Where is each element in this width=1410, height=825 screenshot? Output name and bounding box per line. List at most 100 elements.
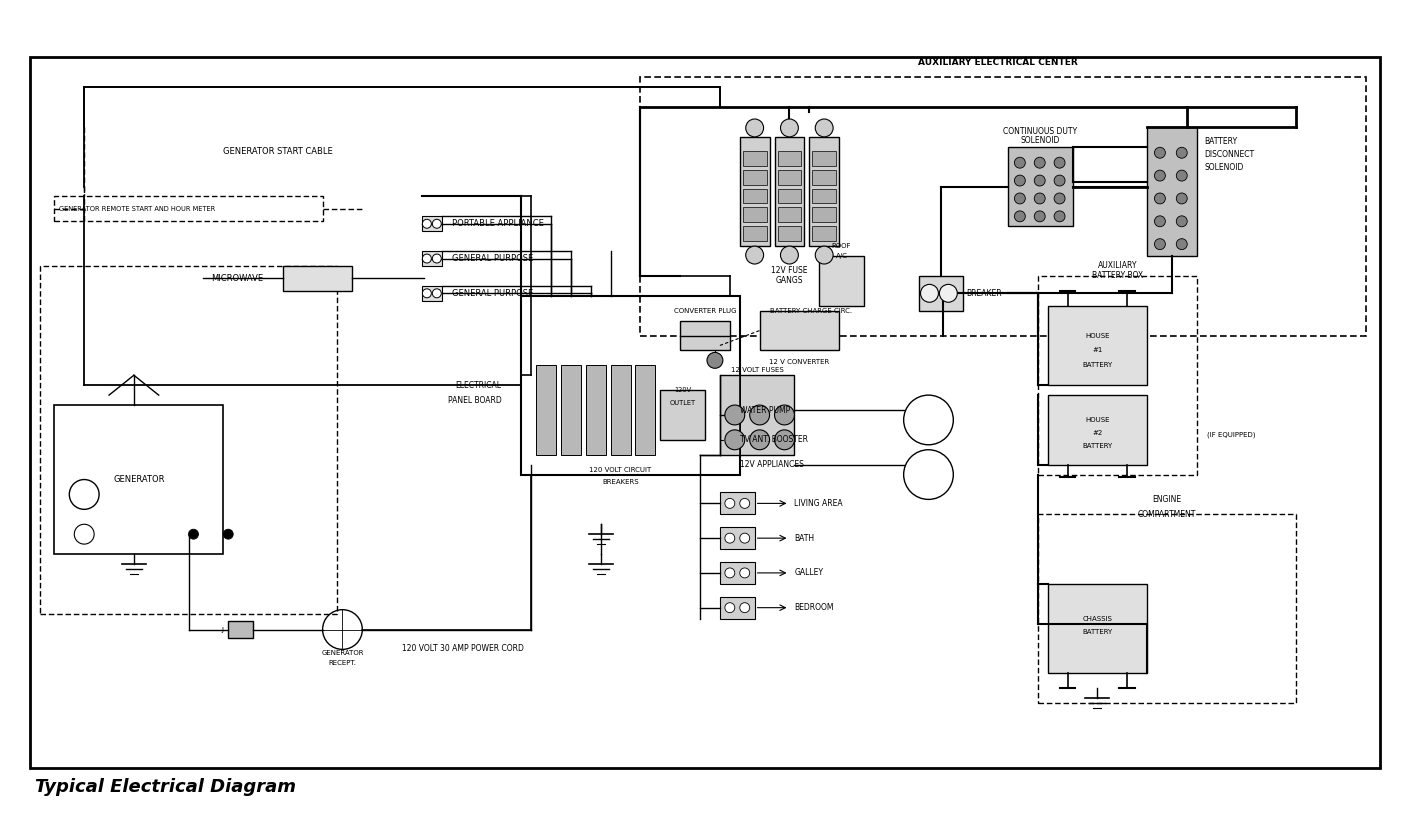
Circle shape: [1014, 211, 1025, 222]
Circle shape: [740, 533, 750, 543]
Text: BATTERY: BATTERY: [1083, 443, 1112, 449]
Circle shape: [725, 603, 735, 613]
Circle shape: [774, 405, 794, 425]
Circle shape: [1176, 216, 1187, 227]
Text: #1: #1: [1093, 347, 1103, 353]
Circle shape: [1155, 216, 1166, 227]
Circle shape: [815, 119, 833, 137]
Bar: [777, 170, 801, 185]
Text: CONTINUOUS DUTY: CONTINUOUS DUTY: [1003, 127, 1077, 136]
Circle shape: [189, 529, 199, 540]
Text: GANGS: GANGS: [776, 276, 804, 285]
Circle shape: [939, 285, 957, 302]
Circle shape: [1155, 170, 1166, 181]
Text: CONVERTER PLUG: CONVERTER PLUG: [674, 308, 736, 314]
Text: A/C: A/C: [836, 253, 847, 259]
Bar: [743, 226, 767, 241]
Bar: [812, 207, 836, 222]
Text: ENGINE: ENGINE: [1152, 495, 1182, 504]
Text: HOUSE: HOUSE: [1086, 332, 1110, 338]
Text: 120 VOLT CIRCUIT: 120 VOLT CIRCUIT: [589, 467, 651, 473]
Text: BATTERY: BATTERY: [1083, 362, 1112, 368]
Bar: [743, 170, 767, 185]
Bar: [809, 137, 839, 246]
Bar: [743, 189, 767, 204]
Bar: [721, 596, 754, 619]
Circle shape: [725, 533, 735, 543]
Circle shape: [750, 430, 770, 450]
Circle shape: [746, 246, 764, 264]
Bar: [1008, 147, 1073, 226]
Circle shape: [423, 219, 431, 229]
Circle shape: [1035, 158, 1045, 168]
Bar: [812, 151, 836, 166]
Text: GALLEY: GALLEY: [794, 568, 823, 578]
Bar: [611, 365, 630, 455]
Text: HOUSE: HOUSE: [1086, 417, 1110, 423]
Text: GENERATOR: GENERATOR: [113, 475, 165, 484]
Bar: [743, 207, 767, 222]
Text: PANEL BOARD: PANEL BOARD: [447, 395, 502, 404]
Text: GENERATOR REMOTE START AND HOUR METER: GENERATOR REMOTE START AND HOUR METER: [59, 206, 216, 212]
Bar: [522, 296, 740, 474]
Circle shape: [1014, 175, 1025, 186]
Text: BATH: BATH: [794, 534, 815, 543]
Text: COMPARTMENT: COMPARTMENT: [1138, 510, 1196, 519]
Text: J: J: [221, 626, 223, 633]
Circle shape: [1055, 211, 1065, 222]
Circle shape: [1035, 193, 1045, 204]
Text: ROOF: ROOF: [832, 243, 852, 249]
Text: ELECTRICAL: ELECTRICAL: [455, 380, 502, 389]
Circle shape: [1055, 193, 1065, 204]
Circle shape: [433, 289, 441, 298]
Circle shape: [781, 246, 798, 264]
Bar: [774, 137, 804, 246]
Text: 12V APPLIANCES: 12V APPLIANCES: [740, 460, 804, 469]
Bar: [1048, 395, 1146, 464]
Bar: [536, 365, 556, 455]
Bar: [561, 365, 581, 455]
Bar: [228, 620, 252, 639]
Bar: [422, 216, 441, 231]
Text: TV ANT. BOOSTER: TV ANT. BOOSTER: [740, 436, 808, 445]
Circle shape: [725, 498, 735, 508]
Circle shape: [725, 405, 744, 425]
Text: DISCONNECT: DISCONNECT: [1204, 150, 1255, 159]
Text: AUXILIARY ELECTRICAL CENTER: AUXILIARY ELECTRICAL CENTER: [918, 58, 1077, 67]
Bar: [918, 276, 963, 311]
Bar: [777, 207, 801, 222]
Circle shape: [1176, 238, 1187, 250]
Bar: [760, 311, 839, 351]
Circle shape: [223, 529, 233, 540]
Text: SOLENOID: SOLENOID: [1204, 163, 1244, 172]
Circle shape: [921, 285, 939, 302]
Circle shape: [433, 219, 441, 229]
Bar: [812, 189, 836, 204]
Bar: [812, 170, 836, 185]
Text: BATTERY: BATTERY: [1204, 137, 1238, 146]
Text: BATTERY BOX: BATTERY BOX: [1091, 271, 1142, 280]
Text: Typical Electrical Diagram: Typical Electrical Diagram: [35, 779, 296, 796]
Circle shape: [774, 430, 794, 450]
Text: MICROWAVE: MICROWAVE: [212, 274, 264, 283]
Bar: [721, 493, 754, 514]
Text: OUTLET: OUTLET: [670, 400, 695, 406]
Bar: [585, 365, 606, 455]
Bar: [721, 562, 754, 584]
Circle shape: [746, 119, 764, 137]
Bar: [1146, 127, 1197, 256]
Bar: [640, 78, 1365, 336]
Text: BATTERY: BATTERY: [1083, 629, 1112, 634]
Bar: [1038, 276, 1197, 474]
Circle shape: [750, 405, 770, 425]
Text: BREAKER: BREAKER: [966, 289, 1003, 298]
Circle shape: [1014, 193, 1025, 204]
Circle shape: [1035, 175, 1045, 186]
Text: GENERATOR: GENERATOR: [321, 650, 364, 657]
Bar: [39, 266, 337, 614]
Bar: [30, 58, 1380, 767]
Text: 120 VOLT 30 AMP POWER CORD: 120 VOLT 30 AMP POWER CORD: [402, 644, 525, 653]
Text: BATTERY CHARGE CIRC.: BATTERY CHARGE CIRC.: [770, 308, 852, 314]
Text: SOLENOID: SOLENOID: [1021, 136, 1060, 145]
Circle shape: [740, 498, 750, 508]
